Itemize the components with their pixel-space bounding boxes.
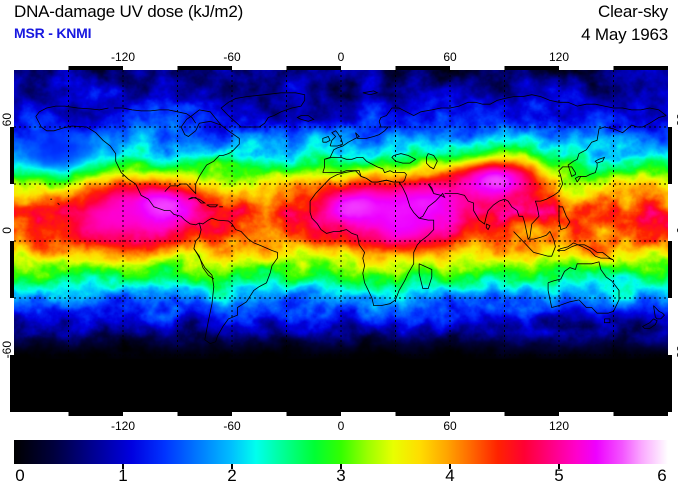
colorbar-tick-label: 1 [118, 466, 128, 485]
x-axis-tick-label-top: 0 [337, 50, 345, 64]
page-subtitle-source: MSR - KNMI [14, 25, 92, 41]
coastline-path [193, 248, 215, 280]
axis-strip-bottom [14, 412, 668, 416]
axis-strip-right [668, 70, 672, 412]
coastline-path [576, 156, 606, 183]
coastline-path [604, 318, 611, 324]
y-axis-tick-label-right: 60 [674, 113, 678, 127]
coastline-path [164, 109, 240, 195]
tick-seg-bottom [123, 412, 178, 416]
coastline-path [557, 242, 614, 261]
x-axis-tick-label-bottom: -120 [110, 419, 136, 433]
colorbar-tick [122, 464, 124, 469]
colorbar-tick-label: 4 [445, 466, 455, 485]
coastline-path [296, 115, 315, 122]
coastline-path [193, 217, 278, 345]
tick-seg-bottom [341, 412, 396, 416]
coastline-path [513, 230, 556, 257]
x-axis-tick-label-top: 60 [443, 50, 457, 64]
sky-condition-label: Clear-sky [598, 2, 668, 21]
coastline-path [220, 92, 306, 128]
tick-seg-right [668, 70, 672, 127]
colorbar-tick-label: 6 [657, 466, 667, 485]
coastline-path [547, 261, 620, 314]
uv-dose-map-panel [14, 70, 668, 412]
x-axis-tick-label-bottom: 60 [443, 419, 457, 433]
coastline-path [188, 196, 207, 204]
coastline-path [324, 94, 667, 160]
y-axis-tick-label-left: 0 [0, 227, 14, 234]
coastline-path [329, 130, 344, 147]
coastline-path [418, 263, 433, 289]
tick-seg-bottom [14, 412, 69, 416]
colorbar-tick-label: 5 [554, 466, 564, 485]
x-axis-tick-label-top: -120 [110, 50, 136, 64]
tick-seg-bottom [450, 412, 505, 416]
coastline-path [641, 318, 658, 329]
colorbar-tick-label: 2 [227, 466, 237, 485]
coastline-path [444, 115, 667, 240]
x-axis-tick-label-bottom: -60 [223, 419, 241, 433]
coastline-path [574, 176, 587, 183]
tick-seg-bottom [232, 412, 287, 416]
colorbar-tick [449, 464, 451, 469]
coastline-path [558, 206, 571, 231]
coastline-path [309, 170, 435, 306]
coastline-path [57, 202, 60, 206]
tick-seg-bottom [559, 412, 614, 416]
y-axis-tick-label-left: -60 [0, 341, 14, 359]
coastline-path [426, 153, 438, 170]
coastline-path [206, 204, 219, 208]
coastline-path [113, 107, 197, 124]
tick-seg-right [668, 184, 672, 241]
x-axis-tick-label-bottom: 120 [548, 419, 570, 433]
coastline-path [653, 305, 665, 320]
colorbar-tick [231, 464, 233, 469]
coastline-path [35, 116, 200, 226]
coastline-path [322, 157, 407, 183]
tick-seg-right [668, 298, 672, 355]
coastline-path [35, 105, 109, 117]
colorbar-tick [558, 464, 560, 469]
colorbar-gradient [14, 440, 668, 464]
map-overlay [14, 70, 668, 412]
colorbar-tick-label: 3 [336, 466, 346, 485]
coastline-path [322, 136, 331, 143]
coastline-path [418, 183, 446, 219]
y-axis-tick-label-right: -60 [674, 341, 678, 359]
coastline-path [485, 223, 491, 231]
y-axis-tick-label-left: 60 [0, 113, 14, 127]
coastline-path [391, 153, 417, 164]
x-axis-tick-label-top: -60 [223, 50, 241, 64]
coastline-path [362, 90, 379, 96]
date-label: 4 May 1963 [581, 25, 668, 44]
colorbar [14, 440, 668, 469]
colorbar-tick [340, 464, 342, 469]
y-axis-tick-label-right: 0 [674, 227, 678, 234]
page-title: DNA-damage UV dose (kJ/m2) [14, 2, 244, 21]
colorbar-tick-label: 0 [15, 466, 25, 485]
x-axis-tick-label-top: 120 [548, 50, 570, 64]
x-axis-tick-label-bottom: 0 [337, 419, 345, 433]
